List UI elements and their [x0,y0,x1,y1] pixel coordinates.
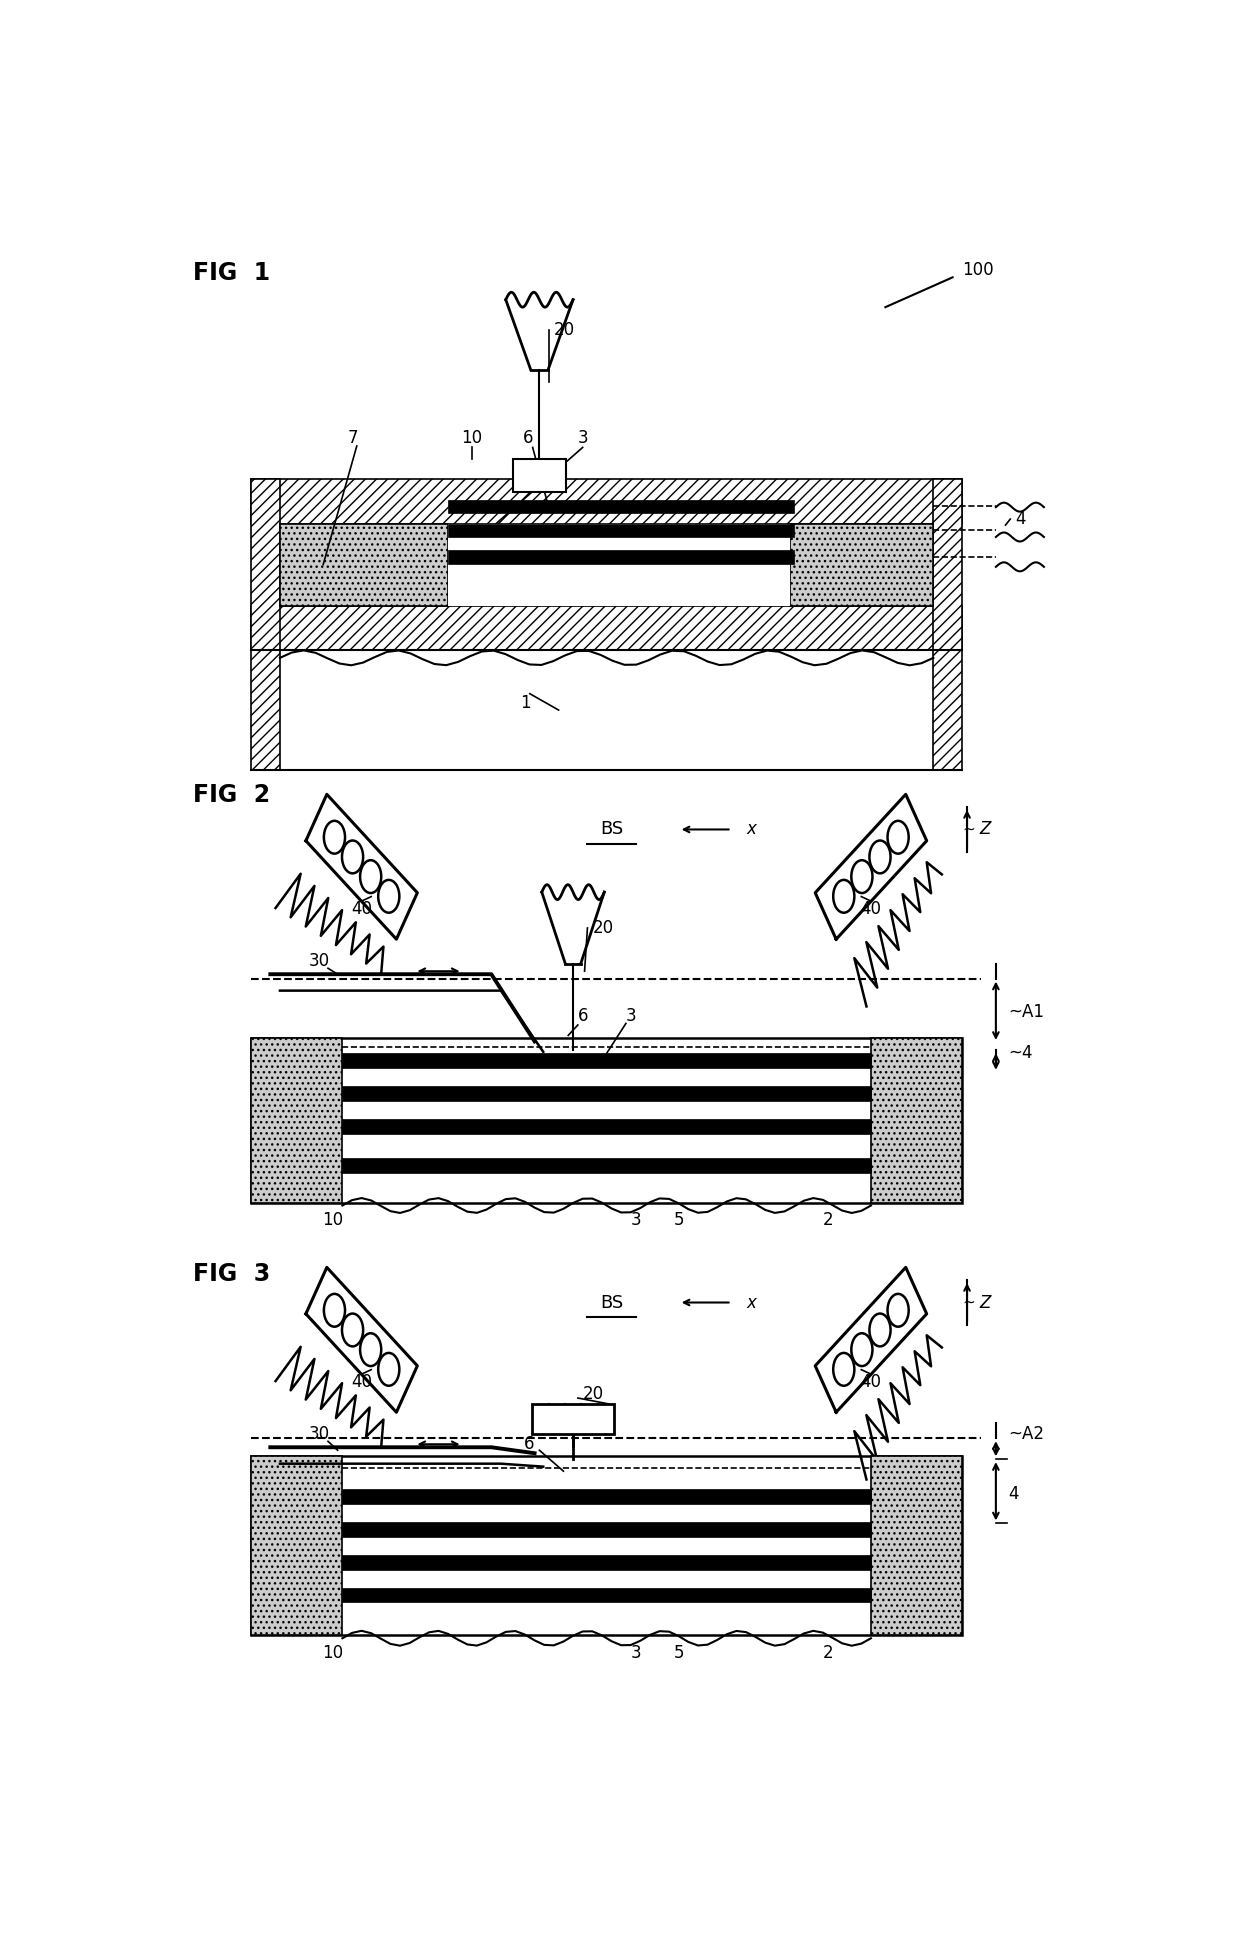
Circle shape [833,880,854,913]
Circle shape [852,860,873,893]
Text: 10: 10 [461,430,482,448]
Bar [250,1455,962,1636]
Circle shape [342,841,363,874]
Bar [342,1157,870,1172]
Text: 40: 40 [861,1372,882,1391]
Text: 1: 1 [521,694,531,711]
Bar [342,1488,870,1504]
Circle shape [869,1314,890,1347]
Text: Z: Z [980,1293,991,1312]
Bar [342,1085,870,1101]
Text: 2: 2 [822,1211,833,1229]
Bar [280,523,448,605]
Text: BS: BS [600,1293,622,1312]
Bar [448,550,794,564]
Text: 6: 6 [578,1008,588,1025]
Bar [448,523,790,605]
Bar [934,651,962,769]
Text: 40: 40 [861,899,882,917]
Circle shape [378,1353,399,1386]
Text: 40: 40 [351,1372,372,1391]
Text: Z: Z [980,820,991,839]
Bar [448,523,794,537]
Circle shape [324,822,345,853]
Text: FIG  1: FIG 1 [193,262,270,285]
Text: 2: 2 [822,1643,833,1663]
Bar [342,1118,870,1134]
Text: ~4: ~4 [1008,1045,1033,1062]
Bar [342,1054,870,1068]
Text: 7: 7 [347,430,357,448]
Text: ~A2: ~A2 [1008,1424,1044,1442]
Text: 20: 20 [593,919,614,936]
Circle shape [324,1295,345,1328]
Circle shape [888,1295,909,1328]
Text: FIG  3: FIG 3 [193,1262,270,1287]
Text: ~: ~ [962,1295,975,1310]
Text: 3: 3 [626,1008,636,1025]
Circle shape [852,1333,873,1366]
Circle shape [360,860,381,893]
Bar [342,1587,870,1603]
Bar [342,1521,870,1537]
Bar [870,1455,962,1636]
Bar [934,479,962,651]
Bar [513,459,565,492]
Text: 5: 5 [673,1211,684,1229]
Text: 3: 3 [630,1643,641,1663]
Text: 3: 3 [630,1211,641,1229]
Text: 30: 30 [309,952,330,969]
Circle shape [888,822,909,853]
Text: ~A1: ~A1 [1008,1002,1044,1021]
Bar [250,651,280,769]
Text: 4: 4 [1016,510,1025,527]
Text: 20: 20 [583,1384,604,1403]
Text: FIG  2: FIG 2 [193,783,270,806]
Circle shape [869,841,890,874]
Circle shape [833,1353,854,1386]
Circle shape [342,1314,363,1347]
Text: 6: 6 [522,430,533,448]
Text: 40: 40 [351,899,372,917]
Bar [280,523,934,605]
Bar [250,1455,342,1636]
Text: 5: 5 [673,1643,684,1663]
Text: x: x [746,820,756,839]
Bar [870,1039,962,1202]
Text: 6: 6 [525,1436,534,1454]
Bar [790,523,934,605]
Bar [250,479,280,651]
Text: 10: 10 [322,1643,343,1663]
Bar [250,479,962,523]
Text: 3: 3 [578,430,588,448]
Text: 4: 4 [1008,1485,1019,1502]
Text: 10: 10 [322,1211,343,1229]
Bar [250,1039,962,1202]
Bar [448,500,794,514]
Text: ~: ~ [962,822,975,837]
Bar [250,605,962,651]
Text: 30: 30 [309,1424,330,1442]
Bar [250,1039,342,1202]
Text: 100: 100 [962,262,994,279]
Bar [342,1554,870,1570]
Circle shape [378,880,399,913]
Text: x: x [746,1293,756,1312]
Text: 20: 20 [554,320,575,339]
Text: BS: BS [600,820,622,839]
Bar [532,1403,614,1434]
Circle shape [360,1333,381,1366]
